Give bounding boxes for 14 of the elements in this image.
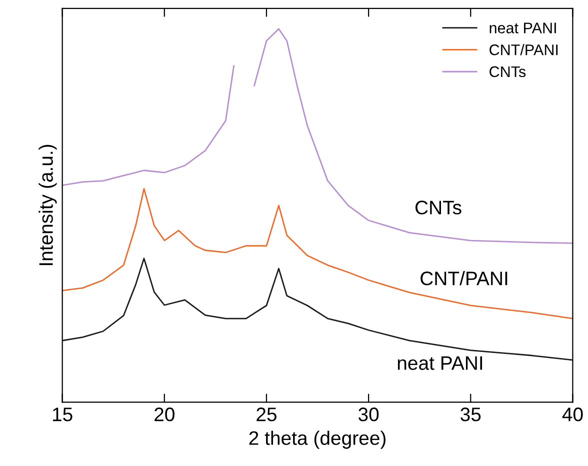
y-axis-title: Intensity (a.u.) xyxy=(38,144,57,266)
annotation: CNT/PANI xyxy=(420,271,508,286)
x-tick-label: 25 xyxy=(256,408,276,422)
legend-label: CNTs xyxy=(490,66,526,78)
legend-label: CNT/PANI xyxy=(490,44,558,56)
x-tick-label: 30 xyxy=(358,408,379,422)
x-axis-title: 2 theta (degree) xyxy=(249,430,386,449)
legend-label: neat PANI xyxy=(490,22,556,34)
x-tick-label: 40 xyxy=(562,408,583,422)
x-tick-label: 35 xyxy=(460,408,481,422)
annotation: CNTs xyxy=(415,200,462,214)
annotation: neat PANI xyxy=(398,356,482,370)
x-tick-label: 20 xyxy=(154,408,174,422)
x-tick-label: 15 xyxy=(53,408,72,422)
